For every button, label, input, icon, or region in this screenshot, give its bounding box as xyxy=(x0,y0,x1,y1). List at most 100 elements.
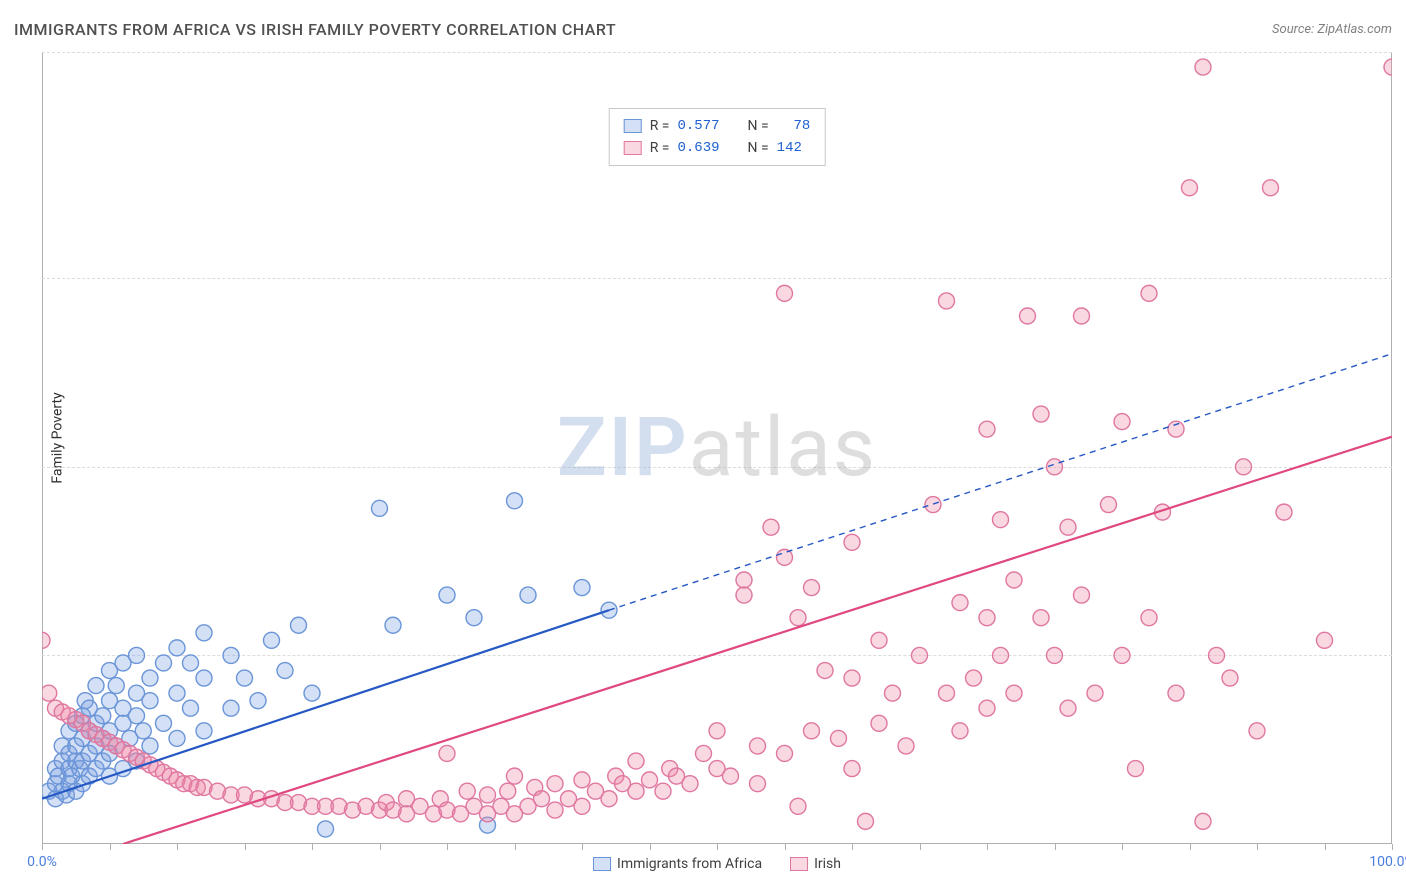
source-attribution: Source: ZipAtlas.com xyxy=(1272,22,1392,37)
data-point xyxy=(979,700,995,716)
chart-svg-layer xyxy=(42,52,1392,844)
data-point xyxy=(500,783,516,799)
legend-swatch xyxy=(624,141,642,155)
data-point xyxy=(979,610,995,626)
x-tick xyxy=(1392,844,1393,850)
legend-stats-row: R =0.639N =142 xyxy=(624,137,811,159)
data-point xyxy=(1047,459,1063,475)
data-point xyxy=(952,723,968,739)
x-tick xyxy=(1055,844,1056,850)
chart-plot-area: ZIPatlas R =0.577N = 78R =0.639N =142 Im… xyxy=(42,52,1392,844)
data-point xyxy=(736,572,752,588)
data-point xyxy=(925,497,941,513)
data-point xyxy=(628,783,644,799)
x-tick xyxy=(245,844,246,850)
data-point xyxy=(966,670,982,686)
data-point xyxy=(520,587,536,603)
data-point xyxy=(196,625,212,641)
data-point xyxy=(142,693,158,709)
data-point xyxy=(291,617,307,633)
data-point xyxy=(42,685,57,701)
data-point xyxy=(804,580,820,596)
data-point xyxy=(709,723,725,739)
data-point xyxy=(196,723,212,739)
data-point xyxy=(439,587,455,603)
data-point xyxy=(804,723,820,739)
x-tick xyxy=(1122,844,1123,850)
x-tick xyxy=(852,844,853,850)
data-point xyxy=(574,580,590,596)
data-point xyxy=(142,738,158,754)
data-point xyxy=(1114,414,1130,430)
data-point xyxy=(1222,670,1238,686)
data-point xyxy=(1195,59,1211,75)
x-tick xyxy=(1257,844,1258,850)
data-point xyxy=(952,595,968,611)
legend-n-label: N = xyxy=(748,115,769,137)
data-point xyxy=(547,776,563,792)
legend-series-label: Immigrants from Africa xyxy=(617,856,762,872)
data-point xyxy=(939,293,955,309)
data-point xyxy=(372,500,388,516)
data-point xyxy=(1114,647,1130,663)
data-point xyxy=(42,632,50,648)
data-point xyxy=(993,647,1009,663)
data-point xyxy=(108,678,124,694)
data-point xyxy=(1047,647,1063,663)
data-point xyxy=(831,730,847,746)
data-point xyxy=(750,738,766,754)
x-tick xyxy=(650,844,651,850)
data-point xyxy=(507,768,523,784)
data-point xyxy=(979,421,995,437)
data-point xyxy=(547,802,563,818)
data-point xyxy=(1006,572,1022,588)
data-point xyxy=(1195,813,1211,829)
data-point xyxy=(574,772,590,788)
legend-n-value: 78 xyxy=(777,115,811,137)
legend-n-label: N = xyxy=(748,137,769,159)
x-tick xyxy=(447,844,448,850)
data-point xyxy=(264,632,280,648)
legend-swatch xyxy=(790,857,808,871)
data-point xyxy=(250,693,266,709)
data-point xyxy=(1141,285,1157,301)
x-tick xyxy=(515,844,516,850)
data-point xyxy=(858,813,874,829)
data-point xyxy=(1074,308,1090,324)
data-point xyxy=(601,791,617,807)
x-tick xyxy=(312,844,313,850)
data-point xyxy=(169,640,185,656)
data-point xyxy=(1074,587,1090,603)
data-point xyxy=(642,772,658,788)
x-tick xyxy=(582,844,583,850)
data-point xyxy=(1168,421,1184,437)
data-point xyxy=(1060,700,1076,716)
data-point xyxy=(142,670,158,686)
data-point xyxy=(385,617,401,633)
data-point xyxy=(237,670,253,686)
data-point xyxy=(1020,308,1036,324)
data-point xyxy=(466,610,482,626)
data-point xyxy=(156,655,172,671)
data-point xyxy=(129,708,145,724)
data-point xyxy=(183,700,199,716)
data-point xyxy=(1384,59,1392,75)
data-point xyxy=(459,783,475,799)
data-point xyxy=(1006,685,1022,701)
legend-n-value: 142 xyxy=(777,137,802,159)
data-point xyxy=(169,685,185,701)
data-point xyxy=(183,655,199,671)
legend-series-label: Irish xyxy=(814,856,841,872)
data-point xyxy=(844,534,860,550)
legend-stats-box: R =0.577N = 78R =0.639N =142 xyxy=(609,108,826,166)
data-point xyxy=(1276,504,1292,520)
data-point xyxy=(1249,723,1265,739)
legend-r-label: R = xyxy=(650,115,670,137)
data-point xyxy=(844,670,860,686)
data-point xyxy=(871,632,887,648)
legend-series-item: Irish xyxy=(790,856,841,872)
data-point xyxy=(696,745,712,761)
data-point xyxy=(196,670,212,686)
legend-swatch xyxy=(624,119,642,133)
data-point xyxy=(682,776,698,792)
